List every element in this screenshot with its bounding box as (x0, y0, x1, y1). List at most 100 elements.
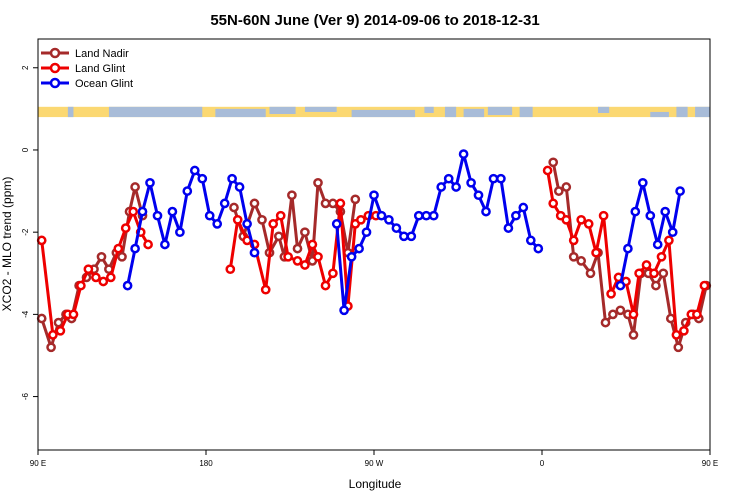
data-point (122, 280, 133, 291)
data-point (257, 214, 267, 225)
legend-swatch-marker (49, 47, 61, 59)
data-point (656, 251, 667, 262)
legend-item: Land Nadir (41, 47, 129, 60)
data-point (339, 305, 349, 316)
y-tick-label: -4 (21, 310, 30, 318)
data-point (628, 309, 639, 320)
data-point (548, 157, 559, 168)
data-point (384, 214, 394, 225)
band-ocean (519, 106, 533, 118)
band-ocean (108, 106, 203, 118)
data-point (503, 223, 514, 233)
data-point (328, 198, 338, 209)
data-point (160, 239, 170, 250)
data-point (137, 206, 148, 217)
data-point (225, 264, 236, 275)
data-point (645, 210, 656, 221)
data-point (212, 219, 223, 229)
x-tick-label: 0 (540, 459, 545, 468)
data-point (227, 173, 237, 184)
band-ocean (598, 106, 610, 113)
y-axis-label: XCO2 - MLO trend (ppm) (0, 177, 14, 312)
data-point (197, 173, 208, 184)
data-point (542, 165, 553, 176)
band-ocean (463, 108, 485, 118)
series-ocean-glint (122, 149, 685, 316)
data-point (649, 268, 659, 279)
data-point (204, 210, 215, 221)
data-point (641, 260, 652, 270)
data-point (167, 206, 178, 217)
x-tick-label: 90 E (30, 459, 46, 468)
data-point (665, 313, 676, 324)
data-point (421, 210, 432, 221)
data-point (105, 272, 116, 283)
data-point (511, 210, 521, 221)
data-point (660, 206, 671, 217)
data-point (488, 173, 499, 184)
data-point (331, 219, 342, 229)
data-point (413, 210, 424, 221)
data-point (561, 214, 572, 225)
data-point (576, 214, 587, 225)
data-point (117, 251, 127, 262)
data-point (406, 231, 417, 242)
data-point (525, 235, 536, 246)
y-axis: 2 0 -2 -4 -6 (21, 65, 38, 400)
data-point (292, 256, 303, 266)
data-point (350, 194, 361, 205)
data-point (48, 330, 58, 340)
data-point (113, 243, 124, 254)
data-point (608, 309, 618, 320)
data-point (356, 214, 366, 225)
data-point (300, 260, 310, 270)
data-point (145, 177, 155, 188)
data-point (313, 251, 323, 262)
data-point (152, 210, 163, 221)
y-tick-label: -6 (21, 392, 30, 400)
data-point (130, 182, 140, 192)
data-point (234, 182, 245, 192)
series-land-nadir (36, 157, 712, 353)
data-point (242, 219, 252, 229)
data-point (451, 182, 461, 192)
plot-frame (37, 38, 711, 451)
data-point (615, 305, 626, 316)
series-layer (36, 149, 712, 353)
data-point (300, 227, 310, 238)
data-point (692, 309, 702, 320)
band-ocean (67, 106, 74, 118)
data-point (630, 206, 641, 217)
data-point (98, 276, 109, 287)
data-point (591, 247, 601, 258)
data-point (320, 198, 331, 209)
data-point (53, 317, 64, 328)
y-tick-label: 0 (21, 147, 30, 152)
data-point (268, 219, 279, 229)
data-point (548, 198, 559, 209)
data-point (651, 280, 661, 291)
data-point (473, 190, 484, 201)
data-point (182, 186, 193, 196)
data-point (219, 198, 230, 209)
data-point (346, 251, 357, 262)
data-point (699, 280, 710, 291)
legend: Land Nadir Land Glint Ocean Glint (41, 47, 133, 90)
data-point (76, 280, 86, 291)
data-point (328, 268, 338, 279)
data-point (232, 214, 243, 225)
band-ocean (351, 109, 416, 118)
data-point (83, 264, 94, 275)
x-axis-label: Longitude (349, 477, 402, 491)
data-point (376, 210, 387, 221)
data-point (481, 206, 491, 217)
data-point (458, 149, 469, 159)
data-point (130, 243, 140, 254)
data-point (600, 317, 611, 328)
data-point (91, 272, 101, 283)
legend-label: Land Nadir (75, 48, 129, 60)
x-tick-label: 90 W (365, 459, 384, 468)
data-point (335, 198, 346, 209)
data-point (679, 325, 689, 336)
